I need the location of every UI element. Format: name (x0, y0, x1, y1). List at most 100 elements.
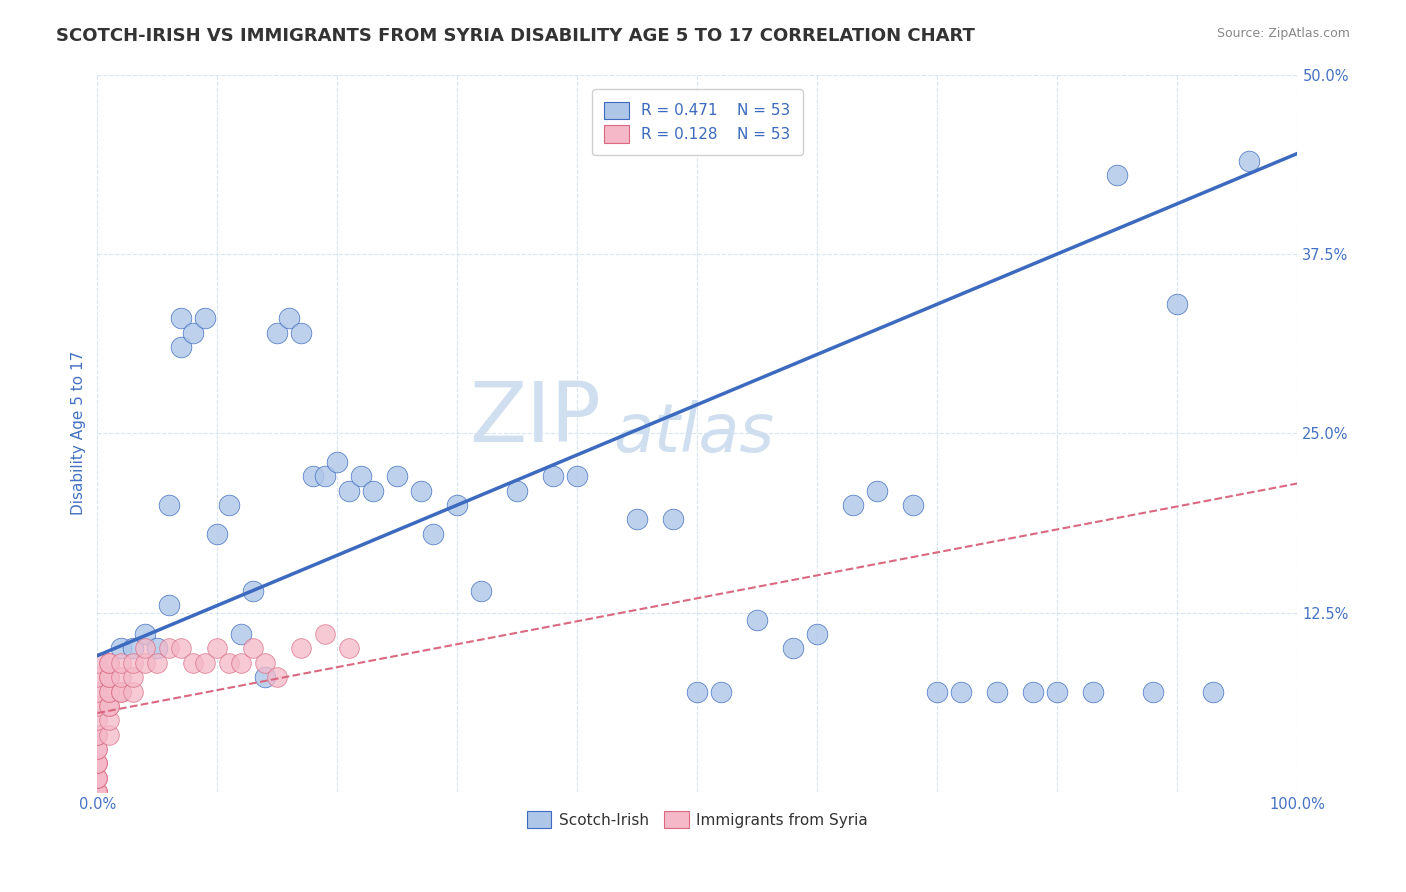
Point (1142, 684, 1164, 698)
Point (806, 627, 828, 641)
Point (170, 340, 193, 354)
Point (278, 311, 301, 326)
Point (782, 641, 804, 656)
Point (302, 469, 325, 483)
Point (86, 670, 108, 684)
Point (110, 641, 132, 656)
Text: SCOTCH-IRISH VS IMMIGRANTS FROM SYRIA DISABILITY AGE 5 TO 17 CORRELATION CHART: SCOTCH-IRISH VS IMMIGRANTS FROM SYRIA DI… (56, 27, 976, 45)
Point (207, 641, 229, 656)
Point (1239, 153, 1261, 168)
Point (86, 742, 108, 756)
Point (146, 641, 169, 656)
Point (927, 684, 949, 698)
Point (363, 483, 385, 498)
Point (86, 771, 108, 785)
Point (134, 641, 156, 656)
Point (290, 641, 312, 656)
Point (567, 469, 589, 483)
Point (98, 684, 121, 698)
Point (157, 641, 180, 656)
Point (170, 311, 193, 326)
Point (183, 326, 205, 340)
Point (98, 713, 121, 727)
Point (98, 698, 121, 713)
Point (86, 756, 108, 771)
Point (326, 455, 349, 469)
Point (422, 526, 444, 541)
Point (337, 483, 360, 498)
Point (194, 311, 217, 326)
Point (122, 656, 145, 670)
Point (86, 771, 108, 785)
Point (98, 698, 121, 713)
Point (86, 771, 108, 785)
Point (86, 656, 108, 670)
Point (231, 627, 253, 641)
Point (86, 785, 108, 799)
Point (86, 785, 108, 799)
Text: ZIP: ZIP (470, 378, 602, 459)
Point (110, 656, 132, 670)
Point (218, 656, 240, 670)
Point (86, 785, 108, 799)
Point (146, 656, 169, 670)
Point (506, 483, 529, 498)
Y-axis label: Disability Age 5 to 17: Disability Age 5 to 17 (72, 351, 86, 516)
Point (218, 498, 240, 512)
Point (98, 670, 121, 684)
Point (122, 641, 145, 656)
Point (950, 684, 973, 698)
Point (98, 728, 121, 742)
Point (110, 684, 132, 698)
Point (350, 469, 373, 483)
Legend: Scotch-Irish, Immigrants from Syria: Scotch-Irish, Immigrants from Syria (520, 805, 875, 835)
Point (86, 756, 108, 771)
Point (194, 656, 217, 670)
Point (86, 728, 108, 742)
Point (98, 656, 121, 670)
Point (1083, 684, 1105, 698)
Point (446, 498, 468, 512)
Point (86, 742, 108, 756)
Point (1107, 168, 1129, 182)
Point (122, 684, 145, 698)
Text: atlas: atlas (613, 401, 775, 467)
Point (254, 670, 277, 684)
Point (86, 684, 108, 698)
Point (98, 684, 121, 698)
Point (1202, 684, 1225, 698)
Point (86, 728, 108, 742)
Point (157, 498, 180, 512)
Point (242, 641, 264, 656)
Point (122, 670, 145, 684)
Point (986, 684, 1008, 698)
Point (710, 684, 733, 698)
Point (183, 656, 205, 670)
Point (110, 670, 132, 684)
Point (411, 483, 433, 498)
Point (1166, 297, 1188, 311)
Point (134, 627, 156, 641)
Point (266, 670, 288, 684)
Point (626, 512, 648, 526)
Point (314, 627, 336, 641)
Point (231, 656, 253, 670)
Point (242, 584, 264, 599)
Point (98, 656, 121, 670)
Point (207, 526, 229, 541)
Point (290, 326, 312, 340)
Point (842, 498, 865, 512)
Point (266, 326, 288, 340)
Point (1022, 684, 1045, 698)
Point (686, 684, 709, 698)
Point (470, 584, 492, 599)
Point (86, 785, 108, 799)
Point (86, 785, 108, 799)
Point (747, 613, 769, 627)
Point (170, 641, 193, 656)
Point (314, 469, 336, 483)
Point (86, 698, 108, 713)
Point (134, 656, 156, 670)
Text: Source: ZipAtlas.com: Source: ZipAtlas.com (1216, 27, 1350, 40)
Point (866, 483, 889, 498)
